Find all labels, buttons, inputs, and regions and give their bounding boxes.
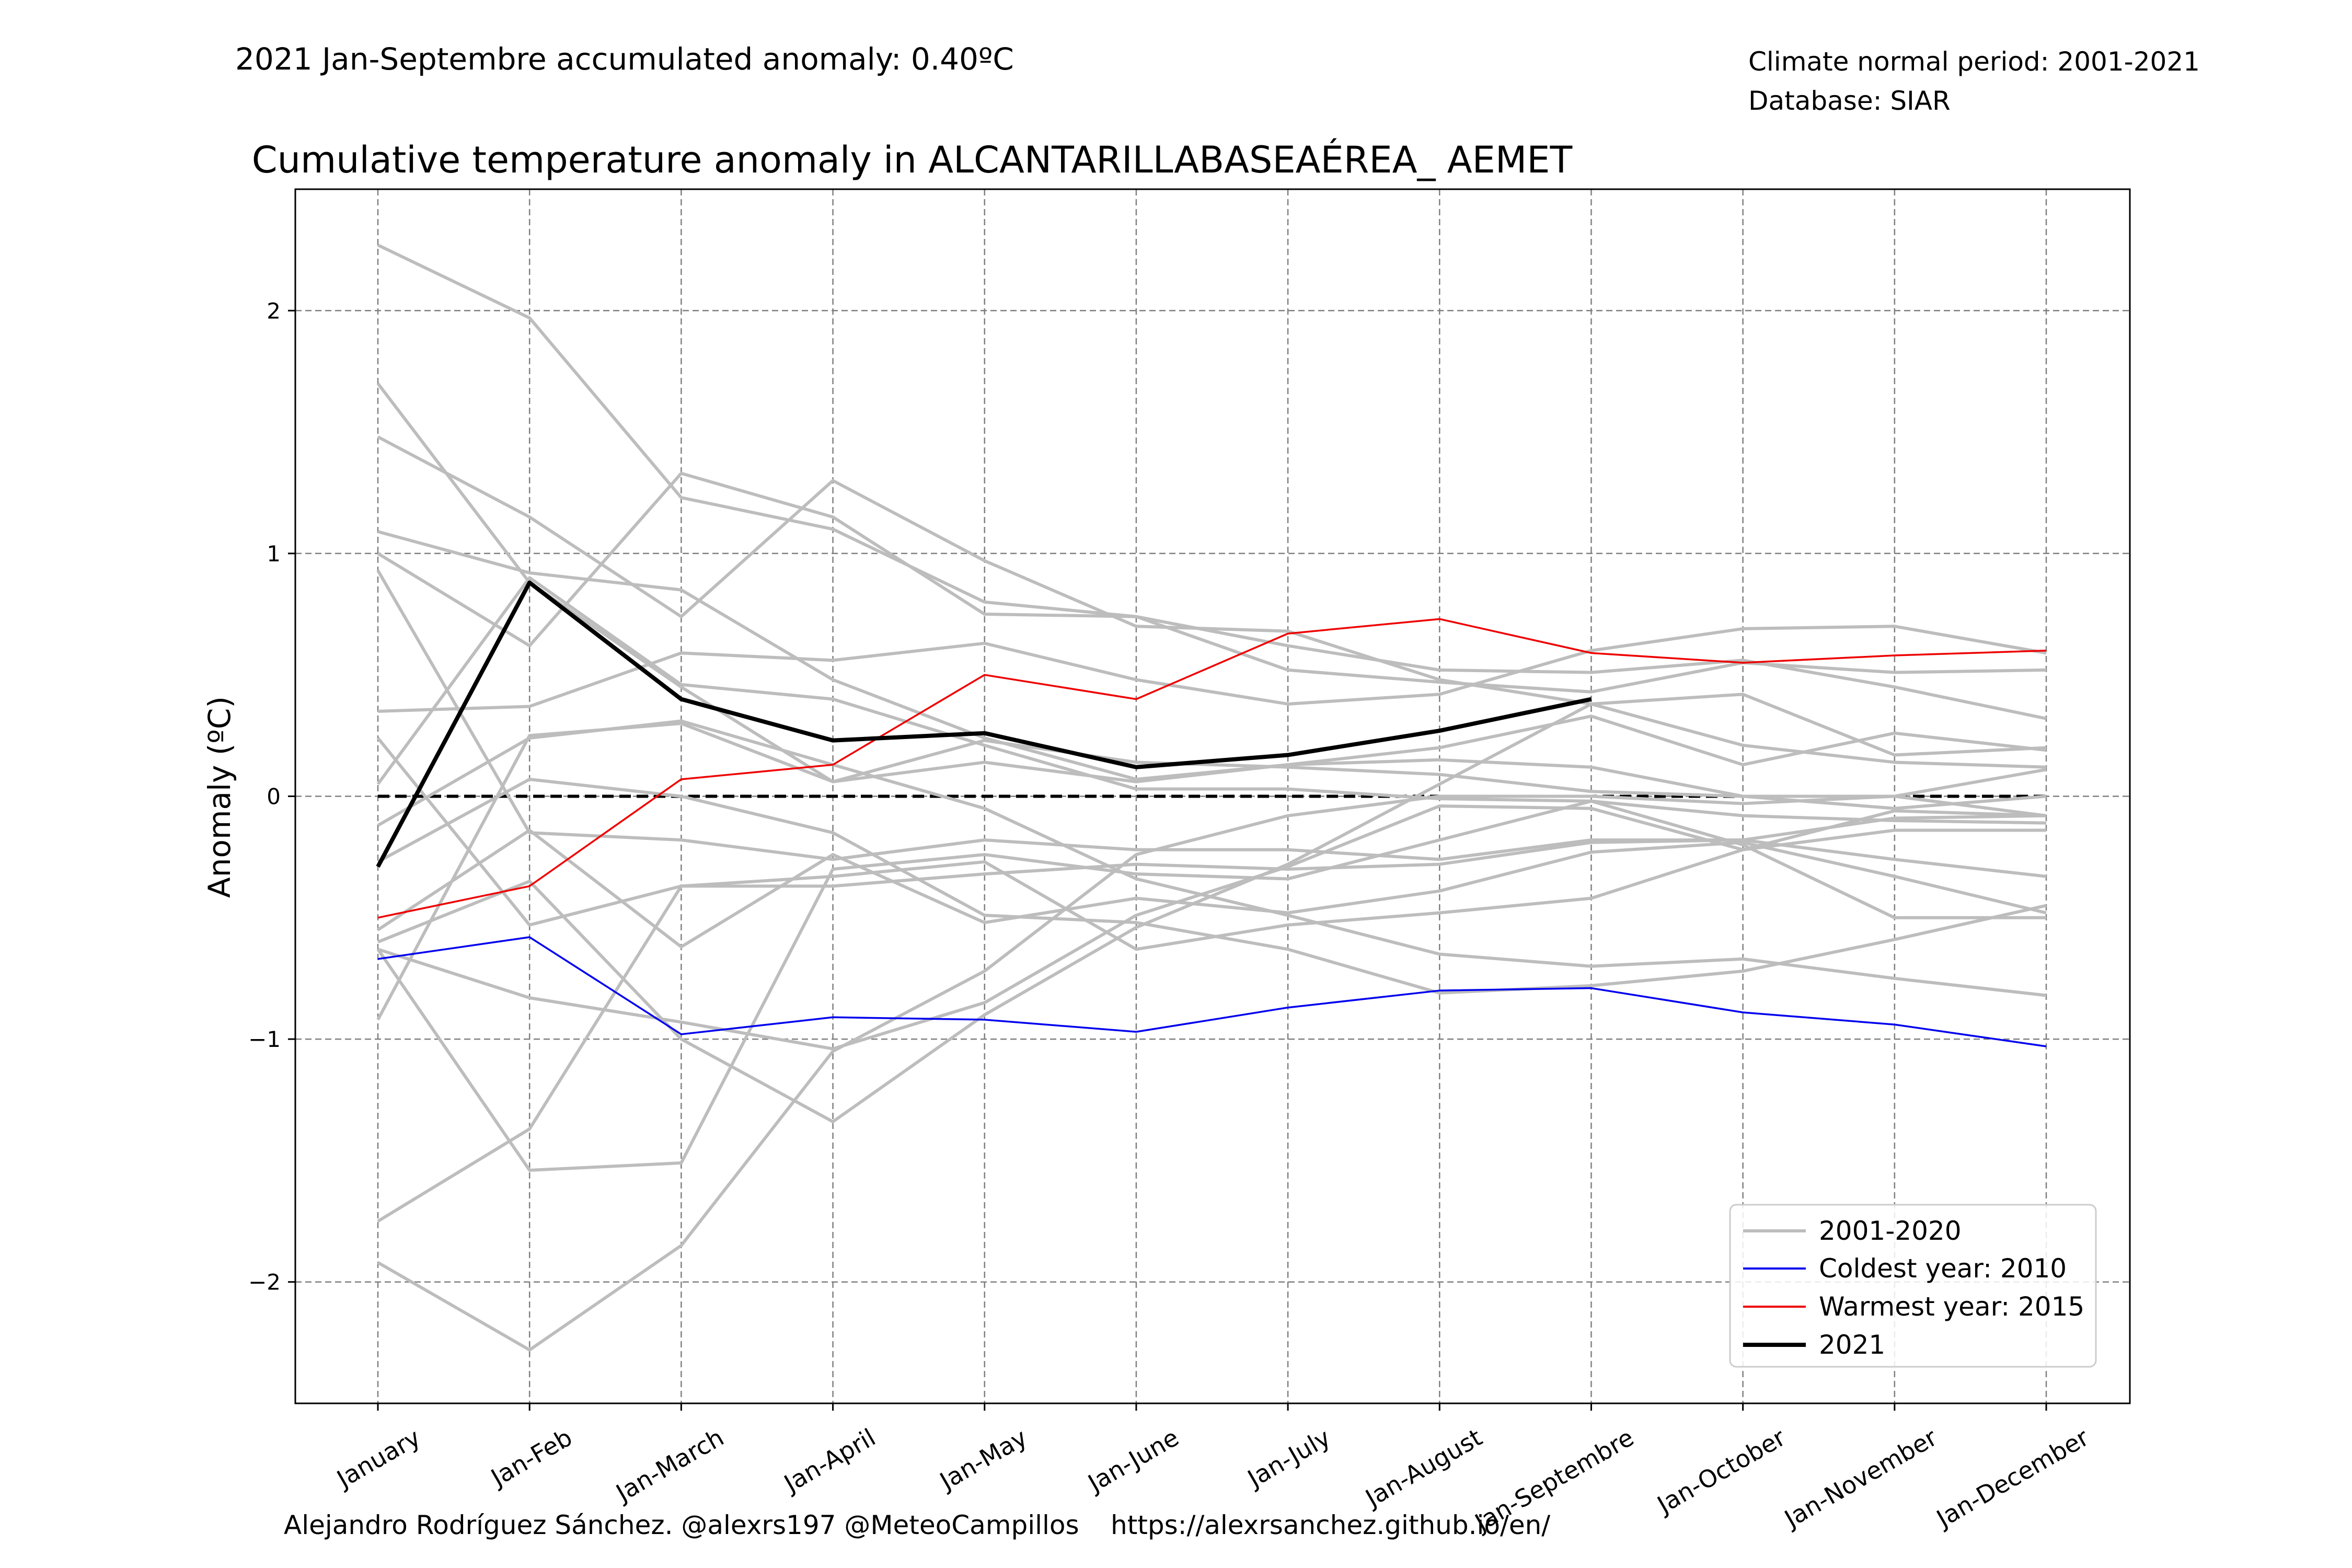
chart-title: Cumulative temperature anomaly in ALCANT… — [252, 139, 1573, 181]
credit-url: https://alexrsanchez.github.io/en/ — [1111, 1510, 1550, 1540]
legend-box — [1729, 1204, 2097, 1368]
credit-author: Alejandro Rodríguez Sánchez. @alexrs197 … — [284, 1510, 1079, 1540]
series-line-2001-2020 — [377, 768, 2047, 1352]
legend-label-warmest: Warmest year: 2015 — [1819, 1292, 2084, 1322]
series-line-2001-2020 — [376, 799, 2046, 1172]
series-line-2001-2020 — [377, 471, 2047, 694]
series-line-2001-2020 — [377, 435, 2047, 769]
series-line-2001-2020 — [377, 809, 2047, 1223]
legend-label-coldest: Coldest year: 2010 — [1819, 1253, 2067, 1284]
y-tick-label: 2 — [267, 298, 281, 324]
climate-normal-period-note: Climate normal period: 2001-2021 — [1748, 47, 2200, 77]
y-tick-label: −1 — [248, 1027, 281, 1052]
background-series-group — [376, 244, 2047, 1352]
series-line-2001-2020 — [377, 693, 2047, 1124]
highlight-series-group — [376, 580, 2047, 1047]
series-line-current-year — [376, 580, 1592, 868]
series-line-2001-2020 — [376, 737, 2047, 927]
legend: 2001-2020 Coldest year: 2010 Warmest yea… — [1729, 1204, 2097, 1368]
y-tick-label: −2 — [248, 1270, 281, 1295]
series-line-coldest-year — [377, 936, 2047, 1047]
accumulated-anomaly-subtitle: 2021 Jan-Septembre accumulated anomaly: … — [235, 41, 1014, 77]
y-tick-label: 1 — [267, 541, 281, 567]
y-axis-label: Anomaly (ºC) — [202, 696, 237, 898]
database-note: Database: SIAR — [1748, 86, 1951, 116]
series-line-2001-2020 — [376, 576, 2047, 825]
series-line-2001-2020 — [376, 382, 2047, 810]
legend-label-current: 2021 — [1819, 1330, 1885, 1360]
y-axis-ticks: 2 1 0 −1 −2 — [248, 298, 295, 1295]
legend-label-background: 2001-2020 — [1819, 1216, 1962, 1246]
series-line-2001-2020 — [377, 625, 2047, 713]
series-line-2001-2020 — [376, 714, 2047, 1021]
series-line-warmest-year — [377, 618, 2047, 919]
y-tick-label: 0 — [267, 784, 281, 810]
